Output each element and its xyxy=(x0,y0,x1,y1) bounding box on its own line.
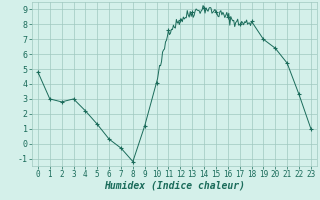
X-axis label: Humidex (Indice chaleur): Humidex (Indice chaleur) xyxy=(104,181,245,191)
